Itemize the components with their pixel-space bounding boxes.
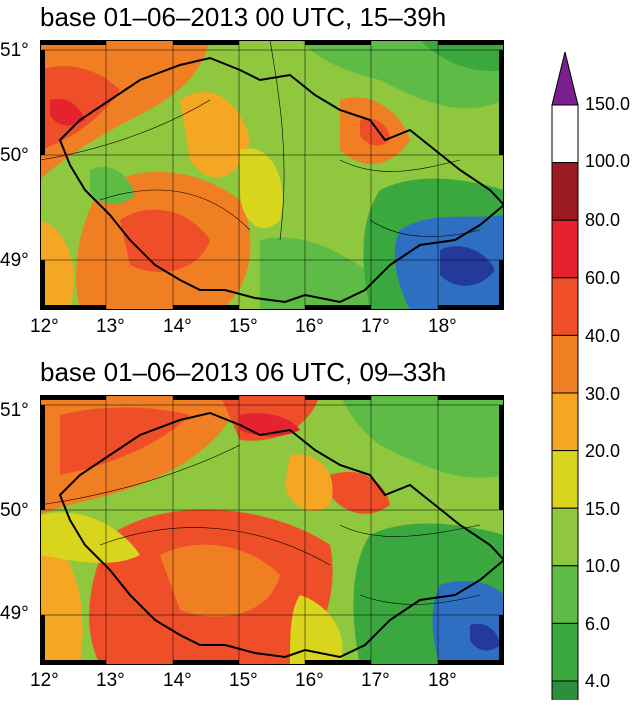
lon-tick-label: 18° bbox=[428, 670, 457, 691]
frame-bar-right bbox=[499, 50, 504, 310]
colorbar-label: 15.0 bbox=[585, 499, 621, 519]
colorbar-label: 6.0 bbox=[585, 614, 611, 634]
colorbar-label: 10.0 bbox=[585, 556, 621, 576]
field-lime-center bbox=[240, 148, 283, 229]
graticule bbox=[40, 40, 504, 310]
colorbar-segment bbox=[551, 104, 579, 164]
frame-bar-bottom bbox=[40, 305, 504, 310]
field-yellow-center bbox=[180, 92, 250, 178]
frame-bar-bottom bbox=[40, 660, 504, 665]
lon-tick-label: 16° bbox=[295, 670, 324, 691]
country-border bbox=[58, 56, 504, 304]
field-lime-south bbox=[290, 595, 343, 665]
frame-bar-top bbox=[40, 395, 504, 400]
lon-tick-label: 12° bbox=[30, 316, 59, 337]
field-red bbox=[40, 66, 120, 150]
colorbar-segment bbox=[551, 565, 579, 624]
colorbar-segment bbox=[551, 450, 579, 509]
lon-tick-label: 16° bbox=[295, 316, 324, 337]
field-green-south bbox=[260, 237, 380, 310]
field-darkgreen-ne bbox=[420, 40, 504, 71]
lat-tick-label: 50° bbox=[0, 500, 29, 521]
lon-tick-label: 14° bbox=[163, 316, 192, 337]
lon-tick-label: 13° bbox=[96, 670, 125, 691]
lon-tick-label: 17° bbox=[361, 316, 390, 337]
field-green-west bbox=[90, 166, 135, 205]
colorbar-label: 20.0 bbox=[585, 441, 621, 461]
colorbar-segment bbox=[551, 507, 579, 567]
lon-tick-label: 14° bbox=[163, 670, 192, 691]
colorbar-segment bbox=[551, 622, 579, 682]
panel-title: base 01–06–2013 00 UTC, 15–39h bbox=[40, 2, 447, 32]
colorbar-label: 4.0 bbox=[585, 671, 611, 691]
colorbar-label: 60.0 bbox=[585, 268, 621, 288]
colorbar-segment bbox=[551, 334, 579, 394]
colorbar-label: 80.0 bbox=[585, 210, 621, 230]
lon-tick-label: 12° bbox=[30, 670, 59, 691]
panel-title: base 01–06–2013 06 UTC, 09–33h bbox=[40, 357, 447, 387]
colorbar-scale bbox=[551, 51, 579, 705]
field-yellow-sw bbox=[40, 535, 83, 665]
lon-tick-label: 18° bbox=[428, 316, 457, 337]
precipitation-map-1 bbox=[40, 40, 504, 310]
lon-tick-label: 13° bbox=[96, 316, 125, 337]
field-red-core bbox=[50, 98, 85, 126]
colorbar-segment bbox=[551, 392, 579, 452]
lat-tick-label: 50° bbox=[0, 145, 29, 166]
field-red-south bbox=[120, 209, 210, 272]
field-navy-se bbox=[470, 623, 500, 651]
contour-lines bbox=[40, 444, 481, 605]
colorbar-label: 30.0 bbox=[585, 384, 621, 404]
map-canvas-1 bbox=[40, 40, 504, 310]
frame-bar-right bbox=[499, 405, 504, 665]
frame-bar-left bbox=[40, 50, 45, 310]
frame-bar-left bbox=[40, 405, 45, 665]
field-blue-se bbox=[432, 580, 504, 665]
precipitation-map-2 bbox=[40, 395, 504, 665]
field-orange-center bbox=[160, 544, 280, 617]
graticule bbox=[40, 395, 504, 665]
colorbar-segment bbox=[551, 162, 579, 221]
colorbar-label: 100.0 bbox=[585, 151, 631, 171]
field-green-ne bbox=[340, 395, 504, 478]
lon-tick-label: 15° bbox=[229, 670, 258, 691]
lon-tick-label: 17° bbox=[361, 670, 390, 691]
frame-bar-top bbox=[40, 40, 504, 45]
lon-tick-label: 15° bbox=[229, 316, 258, 337]
field-red bbox=[60, 407, 190, 475]
colorbar-segment bbox=[551, 277, 579, 336]
colorbar bbox=[550, 50, 580, 705]
field-yellow-sw bbox=[40, 220, 74, 310]
colorbar-segment bbox=[551, 680, 579, 705]
lat-tick-label: 51° bbox=[0, 40, 29, 61]
lat-tick-label: 51° bbox=[0, 400, 29, 421]
colorbar-segment bbox=[551, 219, 579, 279]
map-canvas-2 bbox=[40, 395, 504, 665]
field-lime-west bbox=[40, 512, 140, 563]
field-navy-se bbox=[440, 246, 495, 286]
colorbar-label: 150.0 bbox=[585, 94, 631, 114]
country-border bbox=[58, 411, 504, 659]
field-red-east bbox=[360, 118, 390, 146]
field-yellow-east bbox=[285, 454, 333, 512]
lat-tick-label: 49° bbox=[0, 603, 29, 624]
lat-tick-label: 49° bbox=[0, 250, 29, 271]
colorbar-label: 40.0 bbox=[585, 326, 621, 346]
contour-lines bbox=[40, 40, 481, 241]
colorbar-extend-triangle bbox=[551, 51, 579, 106]
